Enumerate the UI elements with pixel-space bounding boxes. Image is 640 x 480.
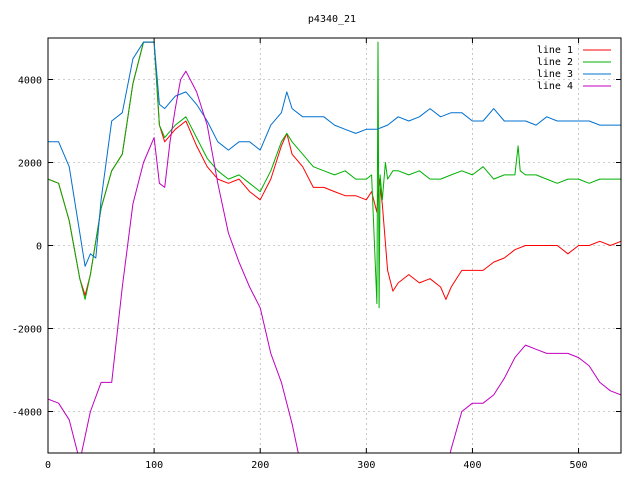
x-tick-label: 400 bbox=[463, 460, 481, 471]
series-line-2 bbox=[48, 41, 621, 309]
series-line-3 bbox=[48, 41, 621, 267]
series-line-4 bbox=[48, 70, 621, 453]
x-tick-label: 0 bbox=[45, 460, 51, 471]
x-tick-label: 200 bbox=[251, 460, 269, 471]
axis-ticks: 0 100 200 300 400 500 -4000 -2000 0 2000 4000 bbox=[12, 38, 621, 471]
y-tick-label: -4000 bbox=[12, 408, 42, 419]
legend-label: line 2 bbox=[537, 57, 573, 68]
legend-label: line 4 bbox=[537, 81, 573, 92]
y-tick-label: 0 bbox=[36, 242, 42, 253]
x-tick-label: 300 bbox=[357, 460, 375, 471]
chart-title: p4340_21 bbox=[308, 14, 356, 25]
y-tick-label: 2000 bbox=[18, 159, 42, 170]
x-tick-label: 100 bbox=[145, 460, 163, 471]
legend-label: line 3 bbox=[537, 69, 573, 80]
series-group bbox=[48, 41, 621, 453]
y-tick-label: -2000 bbox=[12, 325, 42, 336]
x-tick-label: 500 bbox=[570, 460, 588, 471]
legend-label: line 1 bbox=[537, 45, 573, 56]
y-tick-label: 4000 bbox=[18, 76, 42, 87]
